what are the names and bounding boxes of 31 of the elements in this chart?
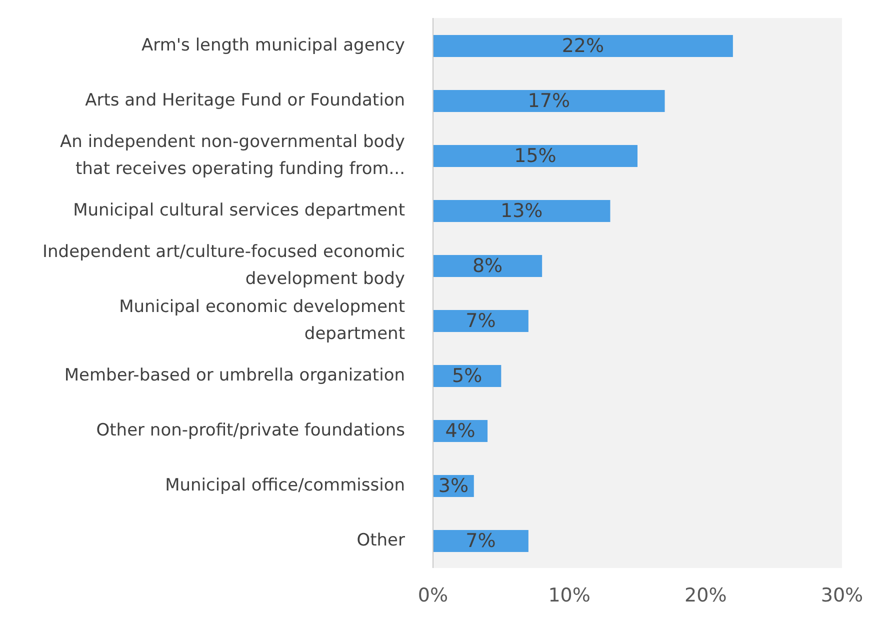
x-tick-label: 20% bbox=[684, 584, 727, 606]
x-tick-label: 30% bbox=[820, 584, 864, 606]
bar bbox=[433, 310, 528, 332]
x-tick-label: 0% bbox=[418, 584, 448, 606]
bar bbox=[433, 90, 665, 112]
bar bbox=[433, 530, 528, 552]
data-label: 15% bbox=[514, 145, 556, 167]
x-tick-label: 10% bbox=[548, 584, 590, 606]
data-label: 3% bbox=[438, 475, 469, 497]
data-label: 22% bbox=[562, 35, 604, 57]
data-label: 17% bbox=[528, 90, 570, 112]
bar bbox=[433, 255, 542, 277]
data-label: 4% bbox=[445, 420, 476, 442]
y-tick-label: Municipal office/commission bbox=[165, 476, 405, 496]
y-tick-label: An independent non-governmental body that receives operating funding from... bbox=[60, 132, 405, 179]
data-label: 7% bbox=[466, 530, 496, 552]
bar bbox=[433, 145, 638, 167]
y-tick-label: Other non-profit/private foundations bbox=[96, 420, 406, 440]
bar bbox=[433, 200, 610, 222]
y-tick-label: Other bbox=[356, 530, 405, 550]
data-label: 13% bbox=[500, 200, 543, 222]
bar bbox=[433, 35, 733, 57]
data-label: 7% bbox=[466, 310, 496, 332]
y-tick-label: Member-based or umbrella organization bbox=[64, 366, 405, 386]
data-label: 8% bbox=[472, 255, 503, 277]
y-tick-label: Independent art/culture-focused economic development body bbox=[42, 242, 405, 289]
y-tick-label: Municipal cultural services department bbox=[73, 200, 406, 220]
y-tick-label: Arts and Heritage Fund or Foundation bbox=[85, 90, 405, 110]
y-tick-label: Municipal economic development department bbox=[119, 297, 406, 344]
data-label: 5% bbox=[452, 365, 482, 387]
y-tick-label: Arm's length municipal agency bbox=[142, 36, 405, 56]
